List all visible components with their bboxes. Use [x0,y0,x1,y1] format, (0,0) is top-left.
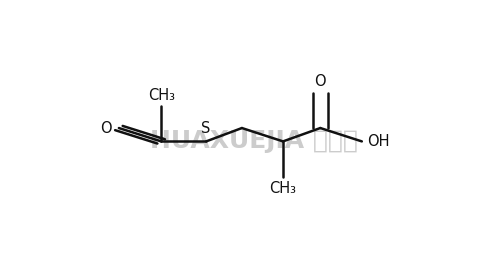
Text: O: O [100,120,112,136]
Text: S: S [201,121,211,136]
Text: HUAXUEJIA 化学加: HUAXUEJIA 化学加 [150,129,358,153]
Text: CH₃: CH₃ [148,88,175,103]
Text: CH₃: CH₃ [269,181,297,196]
Text: O: O [314,74,326,89]
Text: OH: OH [368,134,390,149]
